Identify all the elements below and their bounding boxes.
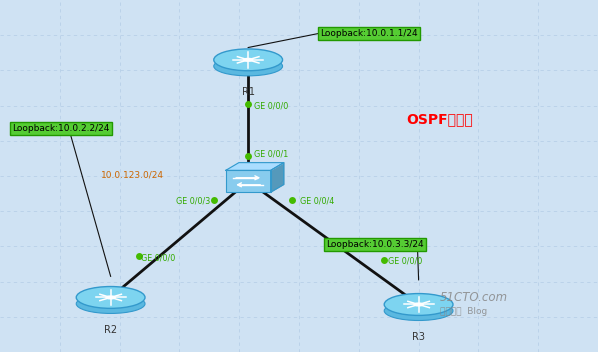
Ellipse shape [384, 301, 453, 320]
Ellipse shape [243, 58, 254, 62]
Text: GE 0/0/3: GE 0/0/3 [176, 197, 210, 206]
Text: Loopback:10.0.3.3/24: Loopback:10.0.3.3/24 [326, 240, 423, 249]
Ellipse shape [214, 57, 282, 76]
Ellipse shape [77, 287, 145, 308]
Text: R1: R1 [242, 87, 255, 97]
Text: GE 0/0/1: GE 0/0/1 [254, 149, 288, 158]
Text: GE 0/0/0: GE 0/0/0 [254, 101, 288, 110]
Text: R3: R3 [412, 332, 425, 342]
Ellipse shape [105, 295, 116, 300]
Text: 技术博客  Blog: 技术博客 Blog [440, 307, 487, 316]
Text: GE 0/0/0: GE 0/0/0 [141, 253, 175, 262]
Text: 51CTO.com: 51CTO.com [440, 291, 508, 304]
Text: GE 0/0/4: GE 0/0/4 [300, 197, 334, 206]
Ellipse shape [77, 294, 145, 313]
Polygon shape [226, 163, 284, 170]
Polygon shape [270, 163, 284, 192]
Text: GE 0/0/0: GE 0/0/0 [388, 257, 422, 266]
Ellipse shape [384, 294, 453, 315]
Ellipse shape [413, 302, 424, 307]
Text: R2: R2 [104, 325, 117, 335]
Text: 10.0.123.0/24: 10.0.123.0/24 [102, 171, 164, 180]
Text: OSPF单区域: OSPF单区域 [406, 113, 473, 127]
Text: Loopback:10.0.2.2/24: Loopback:10.0.2.2/24 [12, 124, 109, 133]
Ellipse shape [214, 49, 282, 71]
Text: Loopback:10.0.1.1/24: Loopback:10.0.1.1/24 [320, 29, 417, 38]
FancyBboxPatch shape [226, 170, 270, 192]
